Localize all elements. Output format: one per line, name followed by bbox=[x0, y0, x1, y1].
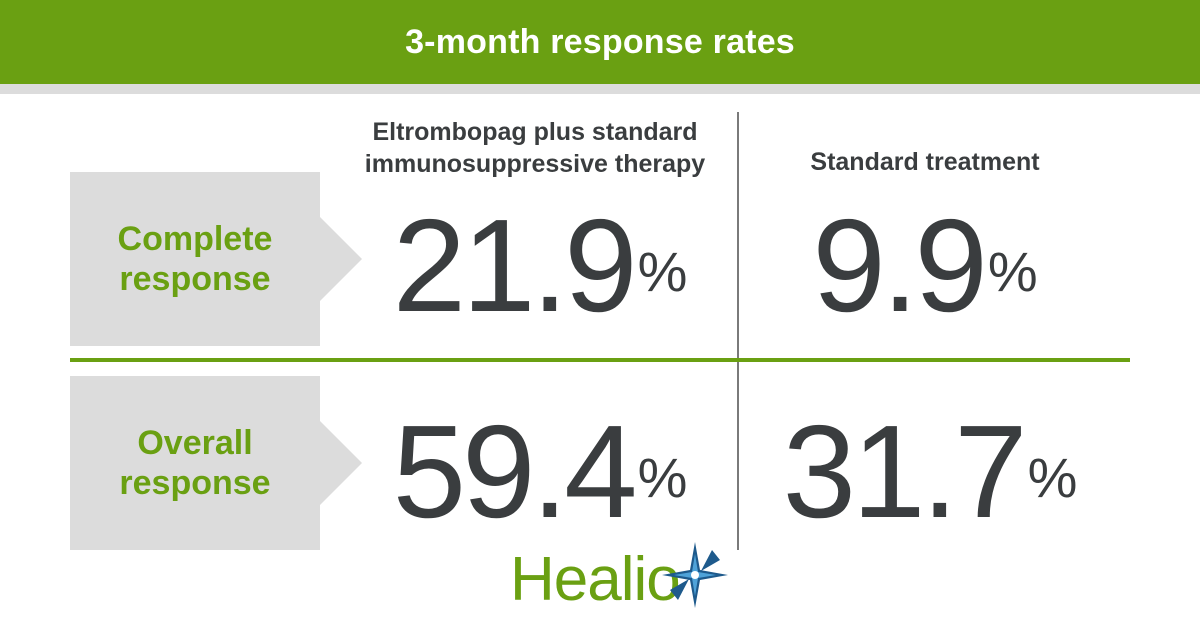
healio-logo-text: Healio bbox=[510, 545, 681, 614]
column-header-eltrombopag-line2: immunosuppressive therapy bbox=[364, 150, 706, 178]
row-label-overall-line1: Overall bbox=[137, 424, 253, 462]
page-title: 3-month response rates bbox=[405, 23, 795, 61]
percent-sign: % bbox=[1027, 446, 1078, 509]
column-header-eltrombopag-line1: Eltrombopag plus standard bbox=[372, 118, 698, 146]
row-label-complete-response: Complete response bbox=[70, 172, 320, 346]
value-overall-standard: 31.7% bbox=[760, 406, 1100, 538]
header-stripe bbox=[0, 84, 1200, 94]
row-label-arrow-complete bbox=[320, 217, 362, 301]
row-label-overall-response: Overall response bbox=[70, 376, 320, 550]
healio-logo: Healio bbox=[510, 540, 730, 620]
row-divider bbox=[70, 358, 1130, 362]
row-label-overall-line2: response bbox=[119, 464, 271, 502]
header-bar bbox=[0, 0, 1200, 84]
row-label-complete-line1: Complete bbox=[117, 220, 273, 258]
value-complete-eltrombopag-number: 21.9 bbox=[392, 192, 638, 339]
value-overall-eltrombopag: 59.4% bbox=[360, 406, 720, 538]
column-header-eltrombopag: Eltrombopag plus standard immunosuppress… bbox=[350, 116, 720, 180]
value-complete-standard: 9.9% bbox=[760, 200, 1090, 332]
column-header-standard: Standard treatment bbox=[760, 146, 1090, 178]
percent-sign: % bbox=[637, 446, 688, 509]
column-divider-bottom bbox=[737, 362, 739, 550]
row-label-complete-line2: response bbox=[119, 260, 271, 298]
value-complete-eltrombopag: 21.9% bbox=[360, 200, 720, 332]
row-label-arrow-overall bbox=[320, 421, 362, 505]
star-burst-icon bbox=[662, 542, 728, 608]
value-overall-standard-number: 31.7 bbox=[782, 398, 1028, 545]
row-label-box-overall bbox=[70, 376, 320, 550]
column-header-standard-text: Standard treatment bbox=[810, 148, 1040, 176]
row-label-box-complete bbox=[70, 172, 320, 346]
percent-sign: % bbox=[987, 240, 1038, 303]
value-complete-standard-number: 9.9 bbox=[812, 192, 987, 339]
percent-sign: % bbox=[637, 240, 688, 303]
column-divider-top bbox=[737, 112, 739, 358]
value-overall-eltrombopag-number: 59.4 bbox=[392, 398, 638, 545]
